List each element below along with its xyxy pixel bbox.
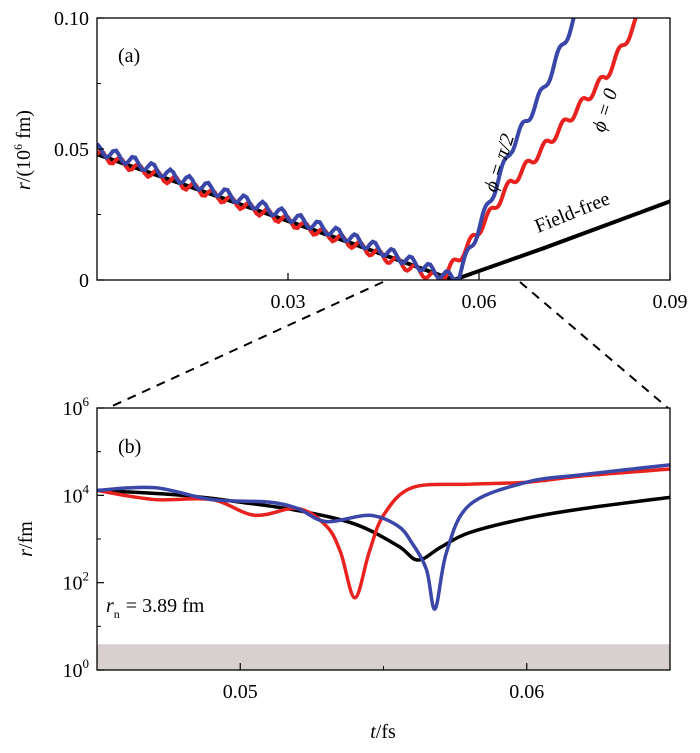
panel-b-ylabel: r/fm bbox=[15, 521, 37, 557]
panel-b-series bbox=[97, 463, 670, 611]
annotation-phi-pi2: ϕ = π/2 bbox=[480, 131, 519, 194]
a-y-tick-label: 0.10 bbox=[54, 8, 89, 30]
b-y-tick-label: 100 bbox=[63, 656, 90, 682]
panel-a-ylabel: r/(106 fm) bbox=[11, 110, 35, 190]
a-y-tick-label: 0 bbox=[79, 270, 89, 292]
nuclear-radius-band bbox=[97, 644, 670, 670]
a-y-tick-label: 0.05 bbox=[54, 139, 89, 161]
panel-a-ticks: 0.03 0.06 0.09 0 0.05 0.10 bbox=[54, 8, 688, 313]
zoom-connector-left bbox=[107, 281, 384, 409]
b-x-tick-label: 0.05 bbox=[223, 681, 258, 703]
panel-a: 0.03 0.06 0.09 0 0.05 0.10 (a) r/(106 fm) ϕ =… bbox=[11, 8, 688, 313]
panel-a-label: (a) bbox=[118, 45, 140, 67]
b-y-tick-label: 106 bbox=[63, 394, 90, 420]
zoom-connector-right bbox=[519, 281, 669, 409]
annotation-field-free: Field-free bbox=[532, 188, 613, 238]
panel-a-frame bbox=[96, 17, 671, 281]
annotation-rn: rn = 3.89 fm bbox=[106, 595, 205, 621]
b-y-tick-label: 102 bbox=[63, 569, 90, 595]
a-x-tick-label: 0.03 bbox=[271, 291, 306, 313]
b-series-phi-0 bbox=[97, 467, 670, 600]
a-x-tick-label: 0.09 bbox=[653, 291, 688, 313]
panel-a-series bbox=[97, 18, 670, 280]
series-phi-pi2 bbox=[97, 18, 576, 280]
b-x-tick-label: 0.06 bbox=[509, 681, 544, 703]
panel-b-xlabel: t/fs bbox=[370, 721, 396, 743]
panel-b-ticks: 0.05 0.06 100 102 104 106 bbox=[63, 394, 545, 703]
b-y-tick-label: 104 bbox=[63, 481, 90, 507]
b-series-phi-pi2 bbox=[97, 463, 670, 611]
panel-b-label: (b) bbox=[118, 436, 141, 458]
a-x-tick-label: 0.06 bbox=[462, 291, 497, 313]
panel-b: 0.05 0.06 100 102 104 106 (b) r/fm t/fs rn = 3… bbox=[15, 394, 671, 743]
